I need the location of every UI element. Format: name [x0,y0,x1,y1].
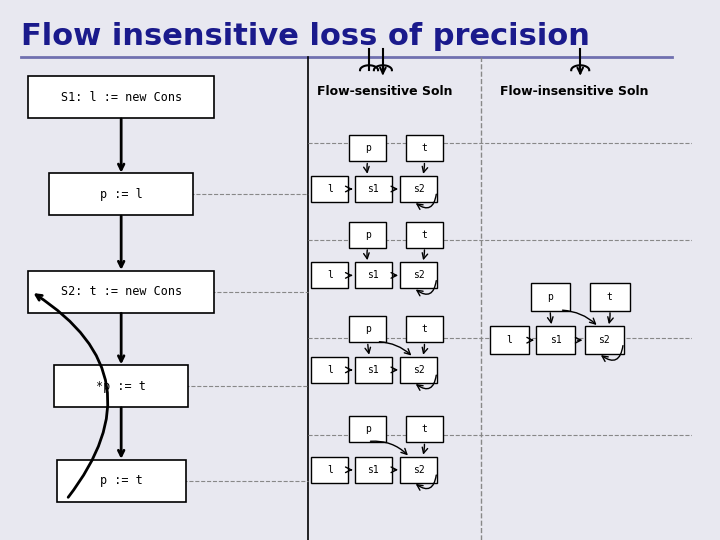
Text: s2: s2 [413,465,425,475]
Text: s1: s1 [367,365,379,375]
Text: s1: s1 [367,184,379,194]
FancyBboxPatch shape [406,222,443,248]
FancyBboxPatch shape [54,365,188,407]
FancyBboxPatch shape [57,460,186,502]
Text: t: t [607,292,613,302]
Text: l: l [327,465,333,475]
FancyBboxPatch shape [406,316,443,342]
FancyBboxPatch shape [490,326,529,354]
FancyBboxPatch shape [536,326,575,354]
Text: t: t [421,230,427,240]
Text: t: t [421,424,427,434]
Text: s2: s2 [598,335,610,345]
Text: s1: s1 [550,335,562,345]
FancyBboxPatch shape [400,457,437,483]
Text: s2: s2 [413,184,425,194]
FancyBboxPatch shape [406,416,443,442]
FancyBboxPatch shape [311,357,348,383]
Text: S1: l := new Cons: S1: l := new Cons [60,91,181,104]
Text: p: p [365,424,371,434]
FancyBboxPatch shape [400,357,437,383]
FancyBboxPatch shape [531,283,570,310]
Text: t: t [421,143,427,153]
FancyBboxPatch shape [49,173,193,215]
FancyBboxPatch shape [349,136,386,161]
Text: p: p [365,324,371,334]
Text: l: l [507,335,513,345]
FancyBboxPatch shape [355,457,392,483]
FancyBboxPatch shape [585,326,624,354]
FancyBboxPatch shape [590,283,629,310]
Text: Flow-insensitive Soln: Flow-insensitive Soln [500,85,649,98]
Text: l: l [327,184,333,194]
FancyBboxPatch shape [28,271,214,313]
Text: s2: s2 [413,271,425,280]
Text: p := t: p := t [100,474,143,487]
Text: Flow insensitive loss of precision: Flow insensitive loss of precision [21,22,590,51]
Text: l: l [327,365,333,375]
Text: t: t [421,324,427,334]
FancyBboxPatch shape [349,316,386,342]
FancyBboxPatch shape [28,76,214,118]
Text: s1: s1 [367,465,379,475]
Text: l: l [327,271,333,280]
FancyBboxPatch shape [355,357,392,383]
FancyBboxPatch shape [406,136,443,161]
Text: S2: t := new Cons: S2: t := new Cons [60,285,181,298]
FancyBboxPatch shape [311,262,348,288]
FancyBboxPatch shape [355,176,392,202]
Text: p: p [365,143,371,153]
Text: Flow-sensitive Soln: Flow-sensitive Soln [317,85,452,98]
FancyBboxPatch shape [355,262,392,288]
FancyBboxPatch shape [400,262,437,288]
FancyBboxPatch shape [349,222,386,248]
FancyBboxPatch shape [311,176,348,202]
FancyBboxPatch shape [311,457,348,483]
Text: p: p [365,230,371,240]
Text: p := l: p := l [100,188,143,201]
FancyBboxPatch shape [349,416,386,442]
Text: p: p [547,292,553,302]
Text: s2: s2 [413,365,425,375]
Text: *p := t: *p := t [96,380,146,393]
Text: s1: s1 [367,271,379,280]
FancyBboxPatch shape [400,176,437,202]
